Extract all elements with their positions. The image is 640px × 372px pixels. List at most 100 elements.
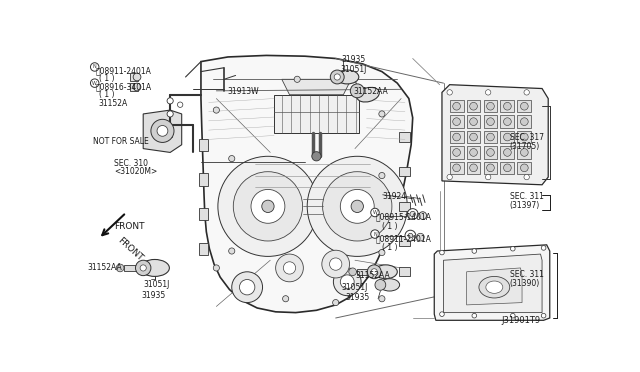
Text: FRONT: FRONT: [114, 222, 145, 231]
Ellipse shape: [336, 70, 359, 84]
Circle shape: [379, 111, 385, 117]
Ellipse shape: [140, 260, 170, 276]
Circle shape: [470, 118, 477, 125]
Text: ( 1 ): ( 1 ): [99, 90, 114, 99]
Text: 31051J: 31051J: [342, 283, 368, 292]
Text: ⓝ08911-2401A: ⓝ08911-2401A: [376, 234, 431, 243]
Circle shape: [541, 313, 546, 318]
Circle shape: [472, 249, 477, 253]
Circle shape: [408, 233, 413, 238]
Circle shape: [340, 189, 374, 223]
Bar: [484, 162, 497, 174]
Circle shape: [251, 189, 285, 223]
Circle shape: [486, 90, 491, 95]
Circle shape: [375, 279, 386, 290]
Circle shape: [472, 313, 477, 318]
Bar: [274, 95, 359, 133]
Bar: [450, 146, 463, 158]
Circle shape: [283, 296, 289, 302]
Text: ⓞ08915-1401A: ⓞ08915-1401A: [376, 212, 432, 221]
Bar: [467, 115, 481, 128]
Circle shape: [452, 102, 460, 110]
Ellipse shape: [374, 265, 397, 279]
Circle shape: [330, 258, 342, 270]
Text: ( 1 ): ( 1 ): [382, 243, 397, 252]
Bar: [467, 100, 481, 112]
Text: W: W: [92, 81, 97, 86]
Circle shape: [419, 212, 427, 219]
Circle shape: [417, 233, 424, 241]
Circle shape: [228, 248, 235, 254]
Circle shape: [504, 133, 511, 141]
Circle shape: [520, 102, 528, 110]
Text: ( 1 ): ( 1 ): [99, 74, 114, 83]
Circle shape: [440, 250, 444, 255]
Circle shape: [157, 125, 168, 136]
Bar: [450, 115, 463, 128]
Circle shape: [167, 111, 173, 117]
Circle shape: [90, 79, 99, 87]
Text: (31390): (31390): [509, 279, 540, 288]
Text: <31020M>: <31020M>: [114, 167, 157, 176]
Circle shape: [322, 250, 349, 278]
Circle shape: [307, 156, 407, 256]
Circle shape: [133, 73, 141, 81]
Circle shape: [486, 164, 494, 172]
Circle shape: [486, 133, 494, 141]
Circle shape: [452, 133, 460, 141]
Circle shape: [284, 262, 296, 274]
Circle shape: [407, 209, 418, 219]
Circle shape: [520, 148, 528, 156]
Circle shape: [136, 260, 151, 276]
Text: 31051J: 31051J: [143, 280, 170, 289]
Circle shape: [323, 172, 392, 241]
Bar: [450, 162, 463, 174]
Bar: [130, 83, 138, 91]
Text: 31152AA: 31152AA: [355, 271, 390, 280]
Circle shape: [350, 84, 364, 98]
Circle shape: [167, 98, 173, 104]
Circle shape: [452, 164, 460, 172]
Text: FRONT: FRONT: [116, 235, 145, 263]
Text: N: N: [93, 64, 97, 70]
Circle shape: [504, 164, 511, 172]
Text: 31924: 31924: [383, 192, 407, 202]
Circle shape: [520, 164, 528, 172]
Circle shape: [524, 90, 529, 95]
Circle shape: [334, 74, 340, 80]
Bar: [450, 131, 463, 143]
Circle shape: [504, 148, 511, 156]
Bar: [517, 162, 531, 174]
Circle shape: [447, 90, 452, 95]
Ellipse shape: [479, 276, 509, 298]
Circle shape: [351, 200, 364, 212]
Circle shape: [312, 152, 321, 161]
Text: SEC. 310: SEC. 310: [114, 158, 148, 168]
Text: 31935: 31935: [345, 294, 369, 302]
Text: W: W: [372, 210, 378, 215]
Circle shape: [520, 118, 528, 125]
Bar: [357, 269, 372, 275]
Bar: [198, 173, 208, 186]
Bar: [484, 131, 497, 143]
Circle shape: [504, 118, 511, 125]
Bar: [467, 146, 481, 158]
Circle shape: [379, 296, 385, 302]
Circle shape: [151, 119, 174, 142]
Circle shape: [379, 250, 385, 256]
Circle shape: [213, 107, 220, 113]
Polygon shape: [201, 55, 413, 312]
Text: SEC. 311: SEC. 311: [509, 270, 543, 279]
Circle shape: [371, 230, 380, 238]
Bar: [517, 131, 531, 143]
Text: SEC. 311: SEC. 311: [509, 192, 543, 202]
Circle shape: [541, 246, 546, 250]
Bar: [500, 162, 515, 174]
Text: 31935: 31935: [141, 291, 166, 300]
Circle shape: [133, 83, 141, 91]
Polygon shape: [467, 268, 522, 305]
Text: 31051J: 31051J: [340, 65, 367, 74]
Circle shape: [213, 265, 220, 271]
Circle shape: [452, 148, 460, 156]
Circle shape: [330, 70, 344, 84]
